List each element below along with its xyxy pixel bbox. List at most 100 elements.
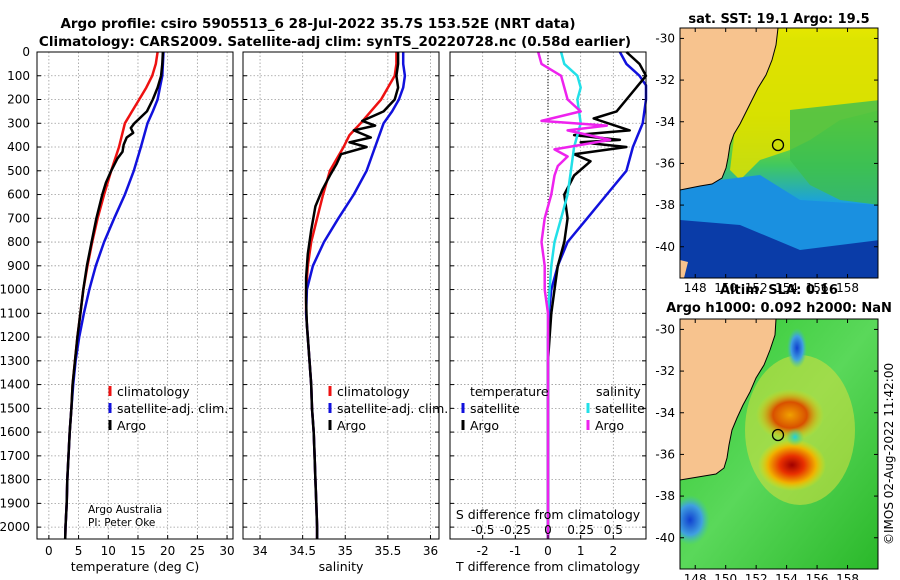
depth-tick-label: 1900 [0, 496, 30, 510]
legend-label: climatology [117, 384, 190, 399]
series-line-t-argo [546, 51, 648, 539]
credit-line-1: Argo Australia [88, 504, 162, 516]
series-line-satellite-adj-clim- [63, 51, 165, 540]
depth-tick-label: 1800 [0, 473, 30, 487]
map-y-tick-label: -36 [655, 447, 675, 461]
depth-tick-label: 300 [7, 116, 30, 130]
sst-float-marker [771, 138, 785, 152]
map-x-tick-label: 152 [745, 281, 768, 295]
legend-label: satellite [595, 401, 645, 416]
sla-map: Altim. SLA: 0.16 Argo h1000: 0.092 h2000… [655, 283, 891, 580]
panel-frame [36, 51, 234, 540]
depth-tick-label: 700 [7, 211, 30, 225]
sla-cyan-spot [786, 428, 804, 446]
depth-tick-label: 100 [7, 69, 30, 83]
sst-cold-water [680, 220, 878, 278]
map-y-tick-label: -40 [655, 531, 675, 545]
map-y-tick-label: -38 [655, 489, 675, 503]
s-axis-label: S difference from climatology [456, 507, 641, 522]
legend-label: satellite [470, 401, 520, 416]
depth-tick-label: 1700 [0, 449, 30, 463]
legend-label: Argo [117, 418, 146, 433]
temperature-profile: 0 5 10 15 20 25 30 temperature (deg C) climatolo… [36, 51, 235, 574]
x-tick-label: -2 [477, 544, 489, 558]
x-tick-label: 36 [423, 544, 438, 558]
depth-tick-label: 400 [7, 140, 30, 154]
x-axis-label: T difference from climatology [455, 559, 641, 574]
depth-tick-label: 2000 [0, 520, 30, 534]
map-x-tick-label: 158 [836, 281, 859, 295]
sst-map-ticks: 148 150 152 154 156 158 -30 -32 -34 -36 -38 -40 [655, 28, 878, 295]
sla-land [680, 319, 777, 481]
header-line-2: Climatology: CARS2009. Satellite-adj cli… [39, 34, 631, 50]
legend-label: climatology [337, 384, 410, 399]
legend-label: Argo [470, 418, 499, 433]
sst-map-frame [679, 27, 879, 279]
depth-tick-label: 1200 [0, 330, 30, 344]
series-line-climatology [63, 51, 159, 540]
sst-tasmania-edge [680, 260, 688, 278]
depth-tick-label: 600 [7, 188, 30, 202]
legend-salinity-title: salinity [596, 384, 641, 399]
depth-tick-label: 0 [22, 45, 30, 59]
x-tick-label: 0 [45, 544, 53, 558]
series-line-argo [304, 52, 400, 539]
depth-tick-label: 1000 [0, 283, 30, 297]
credit-line-2: PI: Peter Oke [88, 517, 155, 529]
map-y-tick-label: -34 [655, 115, 675, 129]
x-tick-label: 0 [544, 544, 552, 558]
s-tick-label: 0.5 [604, 523, 623, 537]
legend-label: Argo [337, 418, 366, 433]
depth-tick-label: 800 [7, 235, 30, 249]
series-line-satellite-adj-clim- [304, 52, 407, 539]
map-y-tick-label: -38 [655, 198, 675, 212]
series-line-argo [63, 51, 165, 540]
map-y-tick-label: -30 [655, 31, 675, 45]
map-x-tick-label: 152 [745, 572, 768, 580]
map-y-tick-label: -32 [655, 73, 675, 87]
x-axis-label: salinity [319, 559, 364, 574]
map-y-tick-label: -40 [655, 240, 675, 254]
s-tick-label: 0 [544, 523, 552, 537]
x-tick-label: 10 [101, 544, 116, 558]
s-tick-label: -0.25 [500, 523, 531, 537]
map-x-tick-label: 156 [806, 281, 829, 295]
sst-green-eddy [790, 100, 878, 205]
s-tick-label: -0.5 [471, 523, 494, 537]
sla-map-title-1: Altim. SLA: 0.16 [720, 283, 838, 298]
x-tick-label: 25 [190, 544, 205, 558]
legend-label: satellite-adj. clim. [117, 401, 228, 416]
x-tick-label: 20 [160, 544, 175, 558]
series-line-s-satellite [546, 51, 582, 539]
sla-blue-north [787, 328, 807, 368]
sla-map-frame [679, 318, 879, 570]
x-tick-label: 35 [338, 544, 353, 558]
sla-map-ticks: 148 150 152 154 156 158 -30 -32 -34 -36 -38 -40 [655, 319, 878, 580]
depth-tick-label: 1100 [0, 306, 30, 320]
legend-label: Argo [595, 418, 624, 433]
sst-land [680, 28, 779, 191]
map-x-tick-label: 148 [684, 572, 707, 580]
depth-tick-label: 1600 [0, 425, 30, 439]
panel-frame [242, 51, 440, 540]
header-line-1: Argo profile: csiro 5905513_6 28-Jul-202… [60, 16, 575, 32]
x-tick-label: 2 [610, 544, 618, 558]
profile-panels: 0100200300400500600700800900100011001200… [0, 45, 648, 574]
legend-temperature-title: temperature [470, 384, 549, 399]
x-tick-label: 34 [252, 544, 267, 558]
map-x-tick-label: 158 [836, 572, 859, 580]
timestamp: ©IMOS 02-Aug-2022 11:42:00 [882, 363, 896, 545]
difference-profile: -2 -1 0 1 2T difference from climatology temp… [449, 51, 648, 574]
map-x-tick-label: 150 [714, 281, 737, 295]
depth-tick-label: 500 [7, 164, 30, 178]
s-tick-label: 0.25 [567, 523, 594, 537]
map-x-tick-label: 154 [775, 281, 798, 295]
depth-tick-label: 200 [7, 93, 30, 107]
depth-tick-label: 1300 [0, 354, 30, 368]
salinity-profile: 34 34.5 35 35.5 36 salinity climatology satelli… [242, 51, 448, 574]
x-tick-label: 15 [130, 544, 145, 558]
x-tick-label: 30 [219, 544, 234, 558]
sst-map: sat. SST: 19.1 Argo: 19.5 148 150 152 154 15… [655, 12, 879, 295]
x-tick-label: 34.5 [289, 544, 316, 558]
